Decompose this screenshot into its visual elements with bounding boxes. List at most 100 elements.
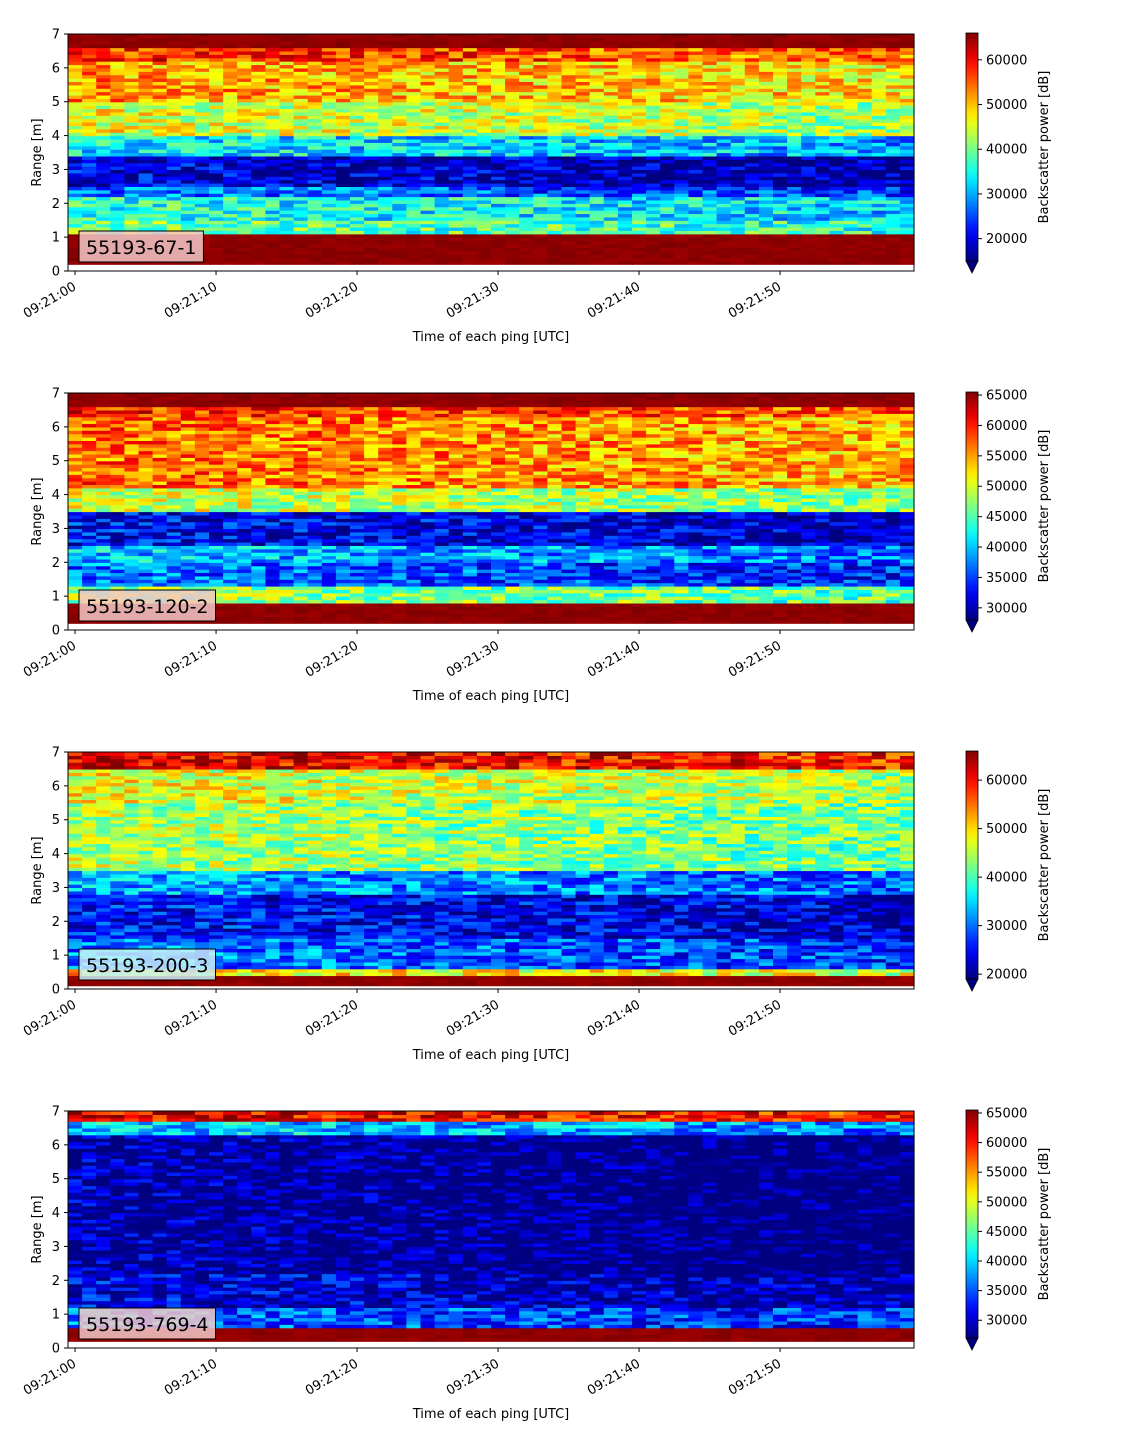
heatmap-cell bbox=[350, 199, 365, 204]
heatmap-cell bbox=[364, 247, 379, 252]
heatmap-cell bbox=[265, 250, 281, 255]
heatmap-cell bbox=[110, 135, 125, 140]
heatmap-cell bbox=[406, 155, 422, 160]
heatmap-cell bbox=[476, 111, 492, 116]
heatmap-cell bbox=[519, 74, 534, 79]
heatmap-cell bbox=[378, 216, 393, 221]
heatmap-cell bbox=[110, 138, 125, 143]
heatmap-cell bbox=[251, 54, 266, 59]
heatmap-cell bbox=[378, 44, 393, 49]
y-tick-label: 3 bbox=[52, 163, 60, 178]
heatmap-cell bbox=[476, 186, 492, 191]
heatmap-cell bbox=[462, 179, 478, 184]
heatmap-cell bbox=[96, 210, 111, 215]
heatmap-cell bbox=[448, 84, 464, 89]
heatmap-cell bbox=[279, 257, 295, 262]
heatmap-cell bbox=[350, 240, 365, 245]
heatmap-cell bbox=[110, 34, 125, 38]
heatmap-cell bbox=[589, 142, 605, 147]
heatmap-cell bbox=[462, 169, 478, 174]
heatmap-cell bbox=[575, 125, 591, 130]
heatmap-cell bbox=[505, 105, 520, 110]
heatmap-cell bbox=[350, 71, 365, 76]
heatmap-cell bbox=[152, 98, 168, 103]
heatmap-cell bbox=[364, 196, 379, 201]
heatmap-cell bbox=[180, 138, 196, 143]
heatmap-cell bbox=[420, 57, 436, 62]
heatmap-cell bbox=[420, 115, 436, 120]
heatmap-cell bbox=[406, 142, 422, 147]
heatmap-cell bbox=[68, 240, 83, 245]
heatmap-cell bbox=[82, 132, 97, 137]
heatmap-cell bbox=[265, 125, 281, 130]
heatmap-cell bbox=[237, 254, 252, 259]
heatmap-cell bbox=[96, 186, 111, 191]
heatmap-cell bbox=[533, 94, 548, 99]
heatmap-cell bbox=[462, 132, 478, 137]
heatmap-cell bbox=[293, 176, 309, 181]
heatmap-cell bbox=[335, 67, 351, 72]
heatmap-cell bbox=[110, 101, 125, 106]
heatmap-cell bbox=[124, 122, 140, 127]
heatmap-cell bbox=[138, 71, 154, 76]
heatmap-cell bbox=[307, 122, 323, 127]
heatmap-cell bbox=[547, 254, 563, 259]
heatmap-cell bbox=[519, 149, 534, 154]
colorbar-tick-label: 40000 bbox=[986, 143, 1027, 158]
heatmap-cell bbox=[251, 64, 266, 69]
heatmap-cell bbox=[223, 98, 238, 103]
heatmap-cell bbox=[124, 155, 140, 160]
heatmap-cell bbox=[335, 40, 351, 45]
heatmap-cell bbox=[194, 220, 210, 225]
heatmap-cell bbox=[392, 230, 407, 235]
heatmap-cell bbox=[533, 152, 548, 157]
heatmap-cell bbox=[406, 44, 422, 49]
heatmap-cell bbox=[237, 135, 252, 140]
heatmap-cell bbox=[307, 247, 323, 252]
heatmap-cell bbox=[82, 78, 97, 82]
heatmap-cell bbox=[152, 152, 168, 157]
heatmap-cell bbox=[138, 179, 154, 184]
heatmap-cell bbox=[561, 57, 577, 62]
heatmap-cell bbox=[237, 206, 252, 211]
heatmap-cell bbox=[462, 108, 478, 113]
heatmap-cell bbox=[434, 196, 450, 201]
heatmap-cell bbox=[392, 240, 407, 245]
heatmap-cell bbox=[406, 91, 422, 96]
heatmap-cell bbox=[420, 54, 436, 59]
heatmap-cell bbox=[561, 149, 577, 154]
heatmap-cell bbox=[180, 210, 196, 215]
heatmap-cell bbox=[307, 243, 323, 248]
heatmap-cell bbox=[307, 81, 323, 86]
heatmap-cell bbox=[321, 169, 337, 174]
heatmap-cell bbox=[110, 162, 125, 167]
heatmap-cell bbox=[434, 206, 450, 211]
heatmap-cell bbox=[138, 169, 154, 174]
heatmap-cell bbox=[265, 118, 281, 123]
heatmap-cell bbox=[279, 176, 295, 181]
heatmap-cell bbox=[237, 78, 252, 82]
heatmap-cell bbox=[476, 152, 492, 157]
heatmap-cell bbox=[462, 142, 478, 147]
heatmap-cell bbox=[223, 88, 238, 93]
heatmap-cell bbox=[491, 57, 506, 62]
heatmap-cell bbox=[321, 159, 337, 164]
heatmap-cell bbox=[519, 226, 534, 231]
heatmap-cell bbox=[124, 78, 140, 82]
heatmap-cell bbox=[575, 210, 591, 215]
heatmap-cell bbox=[321, 101, 337, 106]
heatmap-cell bbox=[321, 67, 337, 72]
heatmap-cell bbox=[307, 210, 323, 215]
heatmap-cell bbox=[307, 155, 323, 160]
heatmap-cell bbox=[124, 74, 140, 79]
heatmap-cell bbox=[505, 206, 520, 211]
heatmap-cell bbox=[420, 88, 436, 93]
heatmap-cell bbox=[279, 159, 295, 164]
heatmap-cell bbox=[124, 128, 140, 133]
heatmap-cell bbox=[209, 226, 224, 231]
heatmap-cell bbox=[547, 159, 563, 164]
heatmap-cell bbox=[307, 88, 323, 93]
heatmap-cell bbox=[561, 78, 577, 82]
heatmap-cell bbox=[307, 91, 323, 96]
heatmap-cell bbox=[519, 220, 534, 225]
